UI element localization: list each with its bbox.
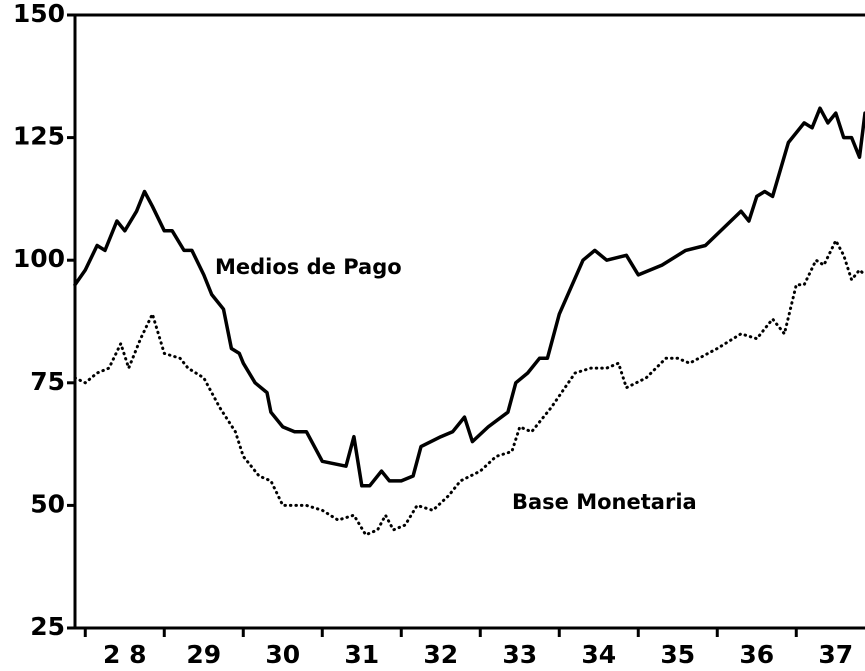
x-tick-label: 34 [581, 640, 616, 669]
x-tick-label: 36 [739, 640, 774, 669]
series-annotation: Base Monetaria [512, 490, 697, 514]
x-tick-label: 29 [186, 640, 221, 669]
y-tick-label: 25 [30, 612, 65, 641]
y-tick-label: 75 [30, 367, 65, 396]
x-tick-label: 32 [423, 640, 458, 669]
x-tick-label: 2 8 [103, 640, 147, 669]
y-tick-label: 150 [13, 0, 65, 28]
y-tick-label: 100 [13, 244, 65, 273]
series-line [73, 106, 865, 488]
x-tick-label: 35 [660, 640, 695, 669]
x-tick-label: 33 [502, 640, 537, 669]
plot-frame [73, 13, 865, 630]
x-tick-label: 30 [265, 640, 300, 669]
y-tick-label: 125 [13, 122, 65, 151]
x-tick-label: 37 [818, 640, 853, 669]
series-annotation: Medios de Pago [215, 255, 402, 279]
x-tick-label: 31 [344, 640, 379, 669]
y-tick-label: 50 [30, 489, 65, 518]
series-line [73, 239, 865, 537]
